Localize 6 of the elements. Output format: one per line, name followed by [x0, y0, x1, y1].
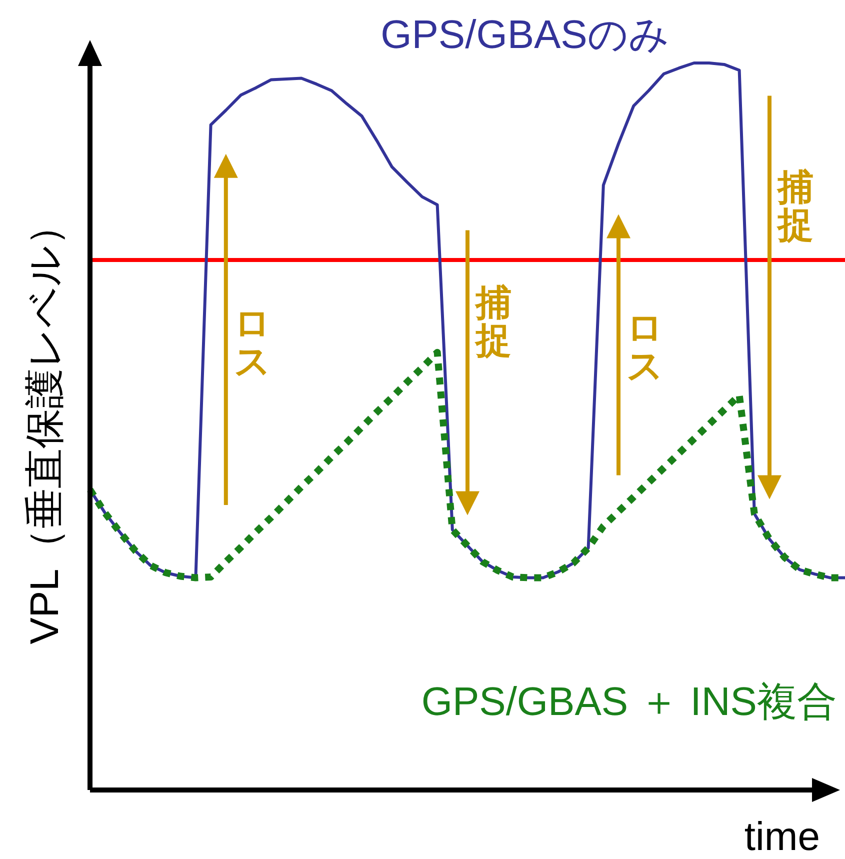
- ylabel: VPL（垂直保護レベル）: [23, 206, 67, 644]
- xlabel: time: [744, 815, 820, 859]
- annotation: 捕捉: [778, 166, 814, 246]
- annotation: ロス: [626, 307, 664, 386]
- annotation: 捕捉: [476, 282, 512, 361]
- annotation: ロス: [234, 302, 271, 382]
